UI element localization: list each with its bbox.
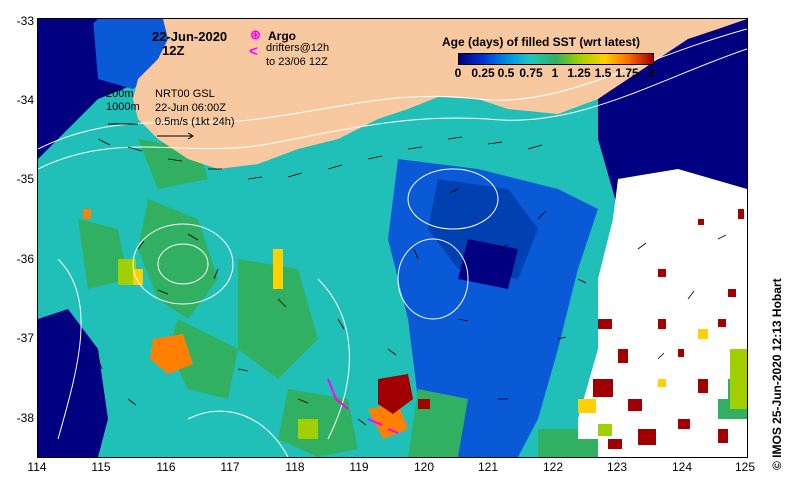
lon-tick: 118 [285, 460, 305, 474]
lat-tick: -36 [16, 252, 34, 266]
imos-credit: © IMOS 25-Jun-2020 12:13 Hobart [770, 278, 784, 470]
colorbar-tick: 0 [454, 66, 462, 80]
colorbar-tick: 1 [551, 66, 559, 80]
lon-tick: 124 [671, 460, 693, 474]
lon-tick: 122 [542, 460, 564, 474]
lon-tick: 116 [156, 460, 176, 474]
colorbar-title: Age (days) of filled SST (wrt latest) [442, 35, 641, 49]
depth-contour-label-200m: 200m [106, 88, 134, 100]
colorbar-tick: 1.25 [567, 66, 591, 80]
colorbar-tick: 0.75 [519, 66, 543, 80]
lon-tick: 114 [27, 460, 47, 474]
drifter-legend-line1: drifters@12h [266, 42, 330, 54]
lat-tick: -38 [16, 411, 34, 425]
lon-tick: 120 [413, 460, 435, 474]
age-colorbar [458, 53, 654, 65]
colorbar-tick: 0.5 [497, 66, 515, 80]
lat-tick: -33 [16, 14, 34, 28]
drifter-track-icon: < [249, 43, 258, 60]
model-name-label: NRT00 GSL [155, 88, 215, 100]
colorbar-tick: 0.25 [471, 66, 495, 80]
argo-legend-label: Argo [268, 29, 296, 43]
model-time-label: 22-Jun 06:00Z [155, 102, 226, 114]
colorbar-tick: 1.5 [594, 66, 612, 80]
map-date-title: 22-Jun-2020 [152, 29, 228, 44]
sst-age-map [38, 19, 747, 457]
lat-tick: -34 [16, 93, 34, 107]
argo-float-icon: ⊛ [250, 27, 261, 42]
lon-tick: 125 [734, 460, 756, 474]
map-time-title: 12Z [162, 43, 185, 58]
drifter-legend-line2: to 23/06 12Z [266, 56, 328, 68]
lon-tick: 123 [606, 460, 628, 474]
lon-tick: 121 [477, 460, 499, 474]
colorbar-tick: 2 [647, 66, 655, 80]
lat-tick: -35 [16, 172, 34, 186]
lon-tick: 115 [91, 460, 111, 474]
lon-tick: 117 [220, 460, 240, 474]
lat-tick: -37 [16, 331, 34, 345]
colorbar-tick: 1.75 [615, 66, 639, 80]
depth-contour-label-1000m: 1000m [106, 101, 140, 113]
lon-tick: 119 [349, 460, 369, 474]
velocity-scale-label: 0.5m/s (1kt 24h) [155, 116, 235, 128]
sst-map-panel [37, 18, 748, 458]
